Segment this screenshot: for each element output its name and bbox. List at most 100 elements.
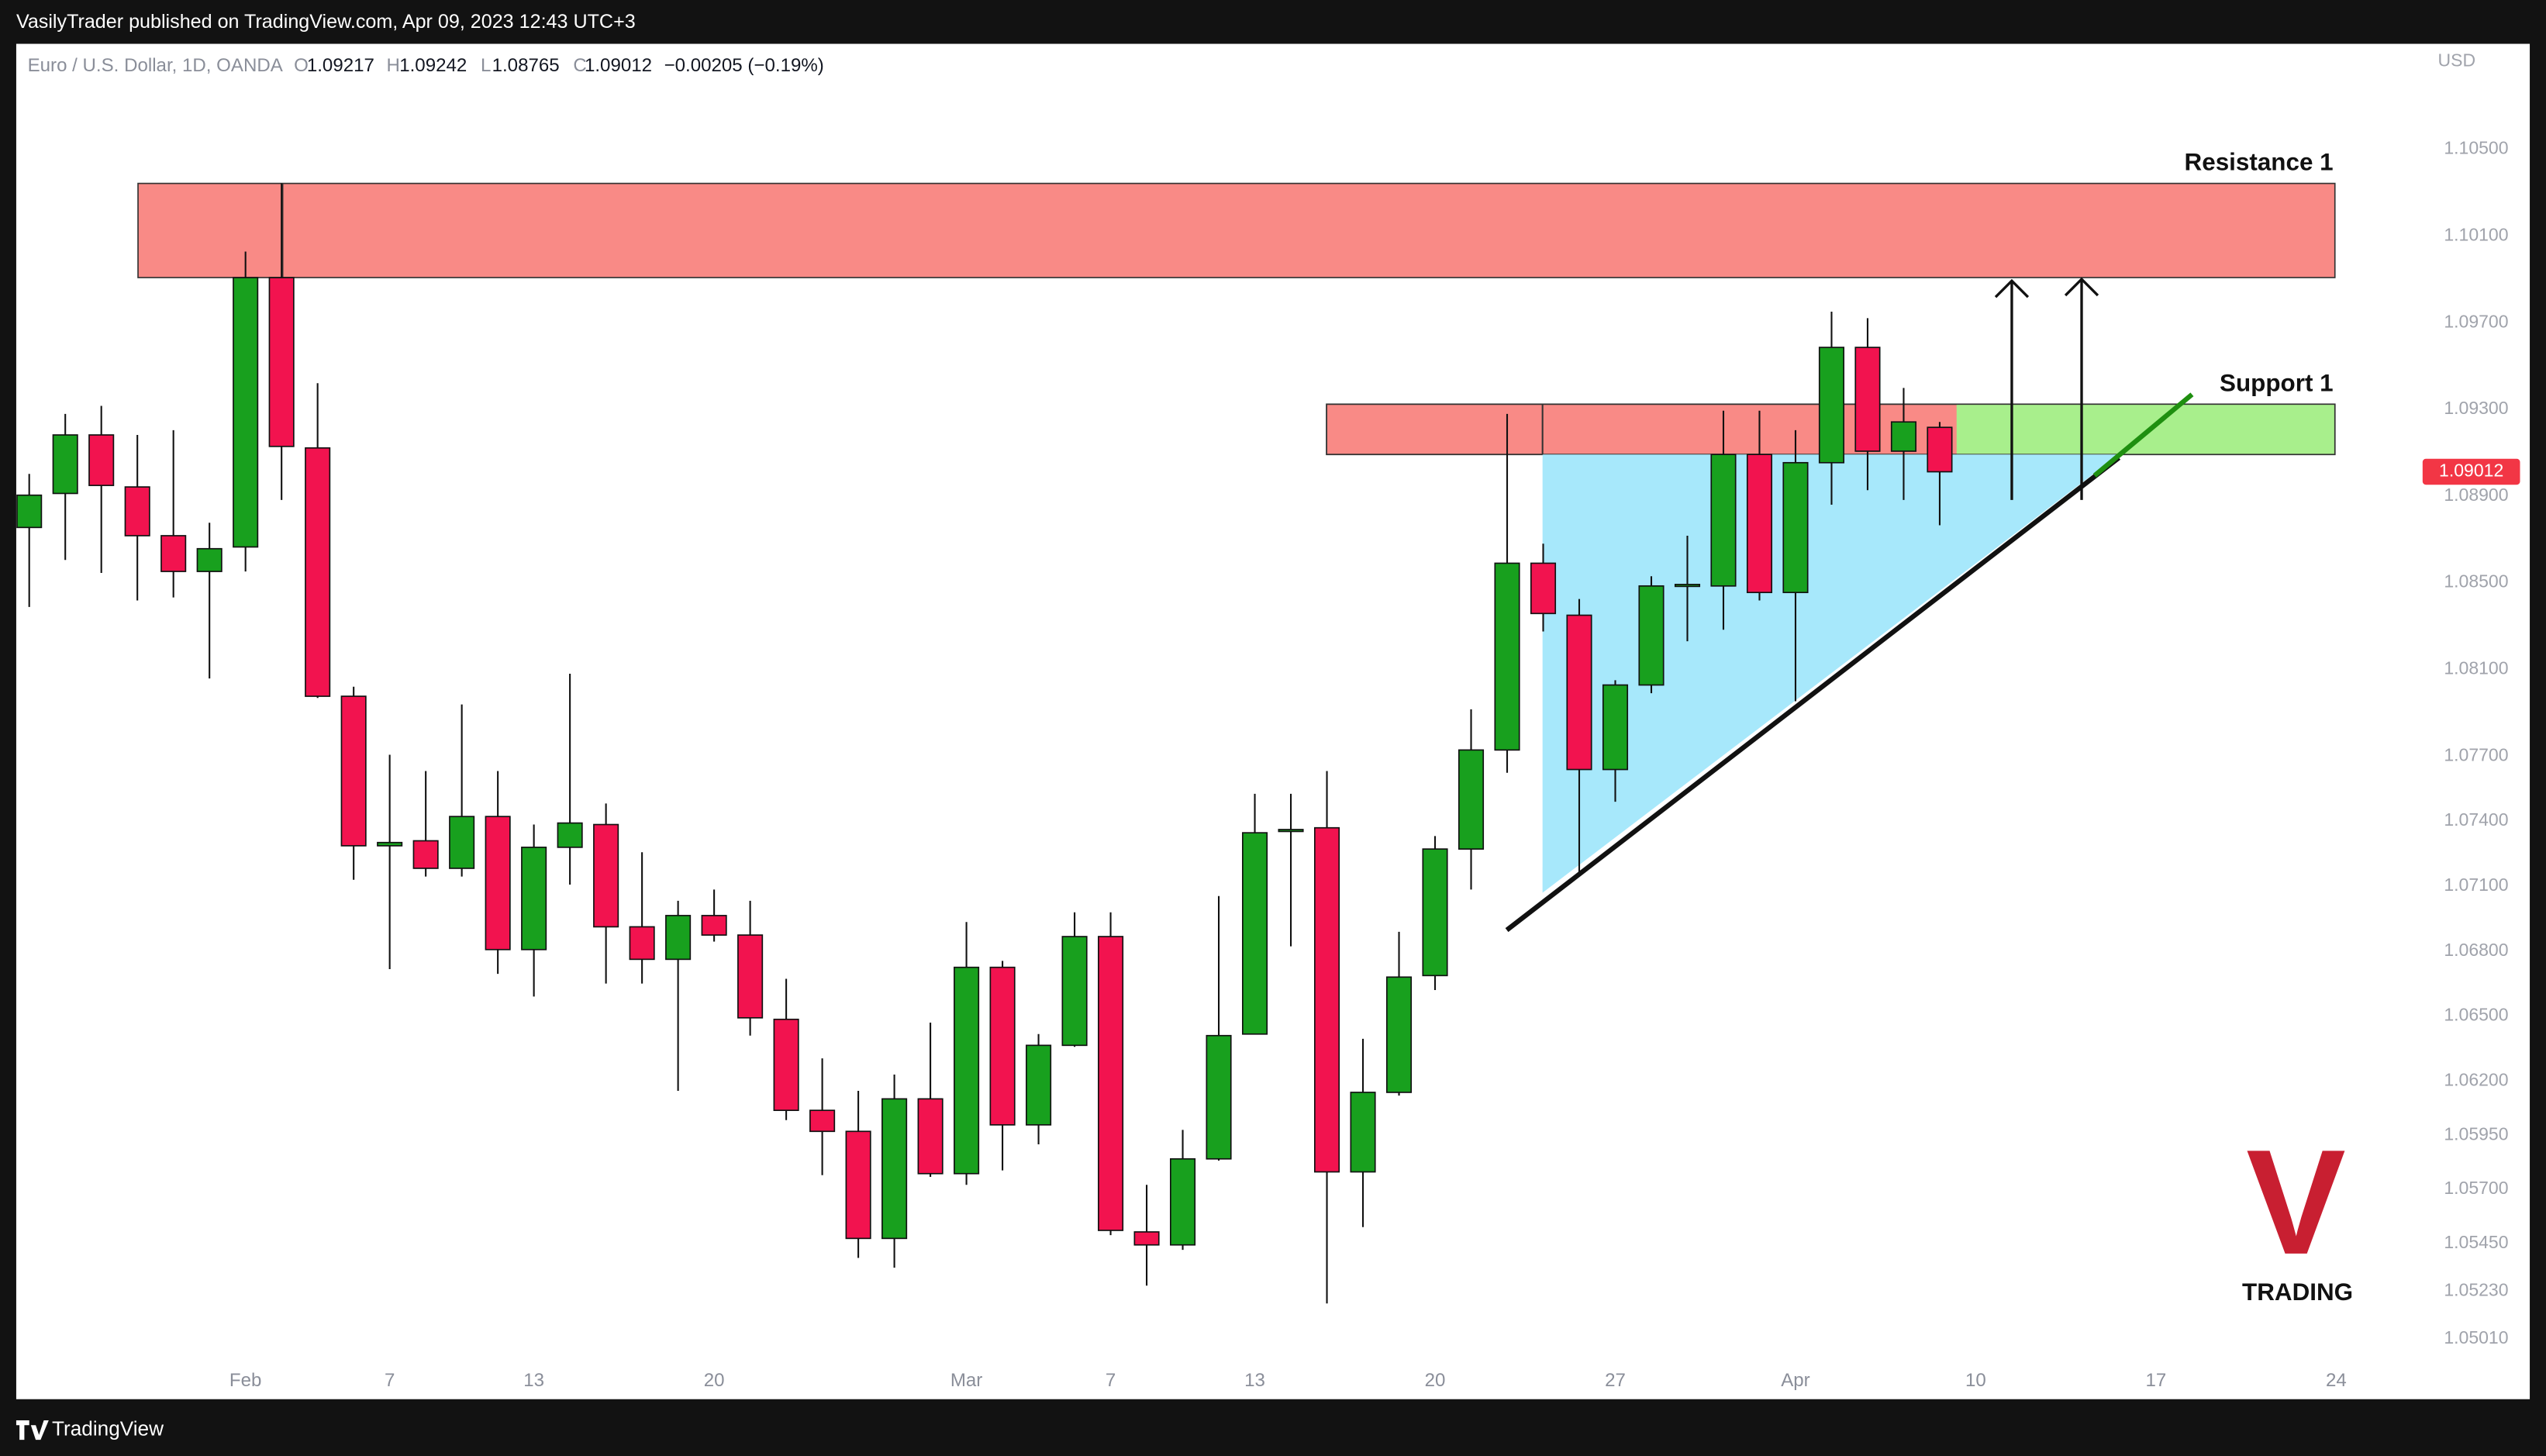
- y-tick-label: 1.08900: [2444, 485, 2508, 505]
- y-tick-label: 1.05700: [2444, 1178, 2508, 1198]
- legend-l: L: [481, 55, 491, 76]
- arrows: [1994, 277, 2099, 500]
- support-label: Support 1: [2220, 369, 2334, 396]
- tv-logo: [16, 1420, 49, 1440]
- candle-body: [1638, 585, 1665, 686]
- legend-low: 1.08765: [492, 55, 560, 76]
- candle-body: [1206, 1034, 1232, 1160]
- y-tick-label: 1.06200: [2444, 1070, 2508, 1090]
- candle-body: [954, 966, 980, 1175]
- x-tick-label: Apr: [1781, 1370, 1809, 1391]
- candle-body: [881, 1098, 908, 1240]
- footer-brand: TradingView: [52, 1416, 164, 1440]
- candle-body: [1278, 829, 1304, 833]
- candle-body: [1818, 347, 1845, 464]
- candle-body: [917, 1098, 944, 1175]
- candle-body: [1061, 936, 1088, 1047]
- x-tick-label: Mar: [950, 1370, 982, 1391]
- candle-body: [1350, 1092, 1376, 1173]
- candle-body: [340, 695, 367, 847]
- currency: USD: [2438, 50, 2476, 71]
- resistance-label: Resistance 1: [2185, 149, 2334, 176]
- y-tick-label: 1.10100: [2444, 225, 2508, 245]
- candle-body: [737, 934, 764, 1019]
- candle-body: [412, 840, 439, 869]
- candle-body: [485, 816, 511, 951]
- candle-body: [1458, 749, 1485, 850]
- candle-body: [701, 915, 727, 936]
- logo-text: TRADING: [2242, 1278, 2353, 1306]
- candles: [16, 183, 1953, 1304]
- y-tick-label: 1.05450: [2444, 1232, 2508, 1252]
- candle-body: [160, 535, 187, 572]
- candle-body: [1170, 1158, 1196, 1246]
- candle-body: [665, 915, 692, 961]
- candle-body: [1241, 832, 1268, 1035]
- candle-body: [1927, 426, 1953, 473]
- candle-body: [1422, 848, 1448, 977]
- y-tick-label: 1.05010: [2444, 1327, 2508, 1347]
- arrow: [2064, 277, 2099, 500]
- candle-body: [1746, 454, 1773, 594]
- candle-body: [809, 1109, 836, 1133]
- candle-body: [1890, 421, 1917, 452]
- x-tick-label: 13: [523, 1370, 544, 1391]
- candle-body: [16, 494, 43, 529]
- y-tick-label: 1.07100: [2444, 875, 2508, 895]
- candle-body: [233, 277, 259, 548]
- candle-body: [1674, 584, 1701, 588]
- candle-body: [1854, 347, 1881, 452]
- y-tick-label: 1.09700: [2444, 311, 2508, 331]
- legend-high: 1.09242: [399, 55, 467, 76]
- legend-c: C: [573, 55, 586, 76]
- y-tick-label: 1.06500: [2444, 1005, 2508, 1025]
- candle-body: [557, 822, 583, 848]
- price-badge-label: 1.09012: [2439, 461, 2503, 481]
- x-tick-label: 7: [1106, 1370, 1116, 1391]
- candle-body: [124, 486, 150, 537]
- y-tick-label: 1.07700: [2444, 744, 2508, 764]
- candle-body: [1602, 684, 1629, 771]
- candle-body: [1385, 976, 1413, 1093]
- candle-body: [268, 277, 295, 447]
- candle-body: [989, 966, 1016, 1126]
- y-tick-label: 1.05230: [2444, 1280, 2508, 1300]
- candle-body: [196, 547, 223, 572]
- x-tick-label: 13: [1244, 1370, 1265, 1391]
- x-tick-label: 24: [2326, 1370, 2347, 1391]
- candle-body: [88, 434, 115, 486]
- x-tick-label: 20: [1425, 1370, 1446, 1391]
- legend-open: 1.09217: [307, 55, 374, 76]
- candle-body: [773, 1018, 799, 1112]
- x-tick-label: 7: [385, 1370, 395, 1391]
- candle-body: [1566, 614, 1592, 771]
- candle-body: [629, 926, 655, 961]
- logo-letter: V: [2246, 1119, 2346, 1285]
- legend-close: 1.09012: [585, 55, 652, 76]
- legend-change: −0.00205 (−0.19%): [664, 55, 824, 76]
- candle-body: [521, 847, 547, 951]
- y-tick-label: 1.05950: [2444, 1123, 2508, 1144]
- candle-body: [1133, 1231, 1160, 1246]
- symbol-title: Euro / U.S. Dollar, 1D, OANDA: [28, 55, 284, 76]
- candle-body: [1710, 454, 1737, 587]
- candle-body: [1313, 826, 1340, 1173]
- candle-body: [1530, 562, 1557, 615]
- x-tick-label: 10: [1965, 1370, 1986, 1391]
- y-tick-label: 1.10500: [2444, 138, 2508, 158]
- candle-body: [52, 434, 78, 495]
- trendline: [1505, 455, 2121, 933]
- publisher: VasilyTrader published on TradingView.co…: [16, 11, 636, 33]
- candle-body: [1098, 936, 1124, 1231]
- y-tick-label: 1.08100: [2444, 657, 2508, 678]
- candle-body: [1494, 562, 1520, 751]
- legend-o: O: [294, 55, 309, 76]
- trendline-extension: [2092, 392, 2194, 478]
- x-tick-label: 20: [704, 1370, 725, 1391]
- candle-body: [305, 447, 331, 697]
- arrow: [1994, 278, 2030, 500]
- x-tick-label: Feb: [229, 1370, 262, 1391]
- x-tick-label: 27: [1605, 1370, 1626, 1391]
